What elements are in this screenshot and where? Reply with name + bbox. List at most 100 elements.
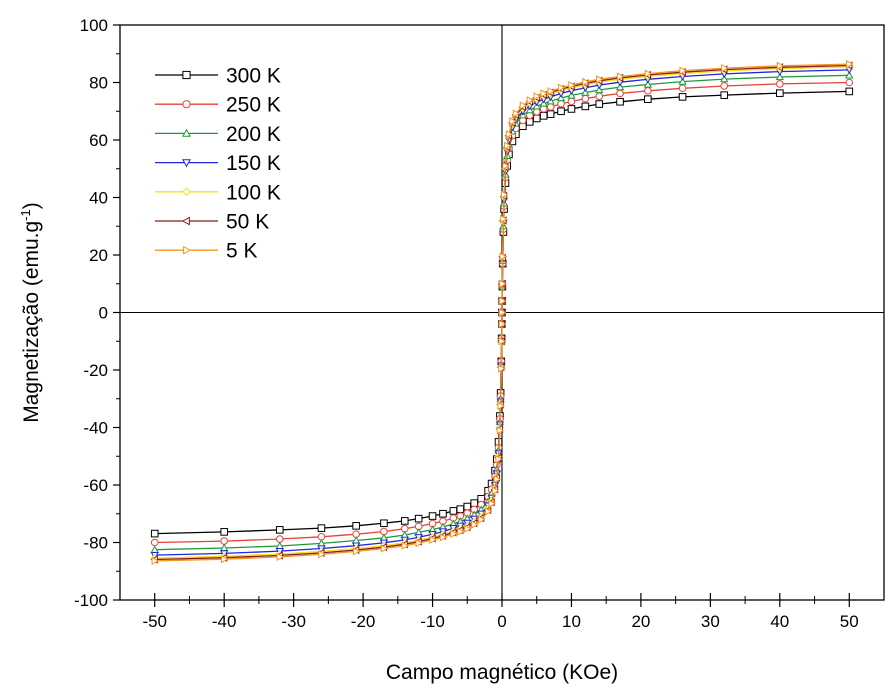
data-point xyxy=(539,105,548,113)
data-point xyxy=(557,99,565,108)
data-point xyxy=(595,85,604,94)
x-tick-label: -50 xyxy=(142,612,167,631)
legend-item: 150 K xyxy=(155,152,281,175)
data-point xyxy=(463,502,472,511)
data-point xyxy=(495,454,503,464)
legend-marker xyxy=(183,245,192,255)
data-point xyxy=(679,66,687,75)
data-point xyxy=(428,512,437,520)
data-point xyxy=(721,63,729,73)
data-point xyxy=(484,507,493,516)
data-point xyxy=(502,161,510,171)
data-point xyxy=(414,514,423,523)
data-point xyxy=(557,107,565,116)
data-point xyxy=(401,541,410,550)
data-point xyxy=(498,308,507,317)
data-point xyxy=(532,114,541,123)
y-axis: -100 -80 -60 -40 -20 0 20 40 60 80 100 xyxy=(74,16,120,610)
y-tick-label: 40 xyxy=(89,189,108,208)
data-point xyxy=(221,555,229,564)
x-tick-label: -40 xyxy=(212,612,237,631)
x-tick-label: 10 xyxy=(562,612,581,631)
data-point xyxy=(539,112,548,120)
x-tick-label: -20 xyxy=(351,612,376,631)
legend-marker xyxy=(182,70,191,80)
legend-marker xyxy=(182,187,191,197)
x-axis-title: Campo magnético (KOe) xyxy=(386,661,618,684)
data-point xyxy=(776,80,784,88)
y-axis-title: Magnetização (emu.g-1) xyxy=(18,202,43,423)
data-point xyxy=(678,93,687,101)
data-point xyxy=(532,108,541,116)
data-point xyxy=(845,87,854,96)
data-point xyxy=(775,72,784,81)
data-point xyxy=(595,100,604,108)
x-tick-label: 30 xyxy=(701,612,720,631)
legend-marker xyxy=(181,216,190,226)
data-point xyxy=(678,84,687,93)
data-point xyxy=(478,515,486,524)
data-point xyxy=(846,59,854,69)
data-point xyxy=(616,72,625,81)
data-point xyxy=(220,537,228,545)
legend-marker xyxy=(182,100,191,109)
data-point xyxy=(581,102,590,111)
data-point xyxy=(567,97,576,106)
data-point xyxy=(498,337,506,346)
legend-label: 300 K xyxy=(226,65,281,88)
y-tick-label: -40 xyxy=(83,419,108,438)
data-point xyxy=(498,364,506,373)
x-tick-label: 50 xyxy=(840,612,859,631)
data-point xyxy=(526,96,535,105)
legend: 300 K 250 K 200 K 150 K 100 K 50 K 5 K xyxy=(155,65,281,263)
data-point xyxy=(776,61,785,70)
legend-item: 50 K xyxy=(155,211,269,234)
data-point xyxy=(644,95,652,103)
data-point xyxy=(500,190,509,199)
data-point xyxy=(464,524,472,533)
data-point xyxy=(151,556,160,566)
data-point xyxy=(546,110,555,118)
data-point xyxy=(567,105,576,113)
y-axis-title-superscript: -1 xyxy=(18,209,33,221)
y-tick-label: -60 xyxy=(83,476,108,495)
data-point xyxy=(352,522,360,530)
data-point xyxy=(519,101,528,110)
data-point xyxy=(449,507,458,515)
data-point xyxy=(318,550,326,559)
legend-label: 200 K xyxy=(226,123,281,146)
data-point xyxy=(547,86,555,96)
legend-marker xyxy=(182,159,191,168)
data-point xyxy=(509,117,517,126)
data-point xyxy=(504,141,512,150)
data-point xyxy=(845,70,854,79)
data-point xyxy=(493,475,502,484)
data-point xyxy=(533,92,542,101)
y-tick-label: -20 xyxy=(83,361,108,380)
x-axis: -50 -40 -30 -20 -10 0 10 20 30 40 50 xyxy=(142,593,859,631)
data-point xyxy=(615,82,625,91)
data-point xyxy=(471,520,479,529)
data-point xyxy=(525,111,534,120)
data-point xyxy=(150,529,159,538)
data-point xyxy=(275,535,284,543)
data-point xyxy=(525,118,534,126)
data-point xyxy=(568,80,576,90)
data-point xyxy=(470,499,479,507)
x-tick-label: 40 xyxy=(770,612,789,631)
data-point xyxy=(499,279,507,288)
data-point xyxy=(220,528,228,536)
x-tick-label: -10 xyxy=(420,612,445,631)
data-point xyxy=(616,89,624,98)
data-point xyxy=(415,538,423,548)
data-point xyxy=(150,538,159,547)
data-point xyxy=(505,130,514,139)
data-point xyxy=(439,509,447,518)
data-point xyxy=(557,83,566,92)
data-point xyxy=(276,552,285,562)
legend-item: 100 K xyxy=(155,181,281,204)
data-point xyxy=(491,486,500,495)
y-tick-label: -80 xyxy=(83,534,108,553)
y-tick-label: 60 xyxy=(89,131,108,150)
